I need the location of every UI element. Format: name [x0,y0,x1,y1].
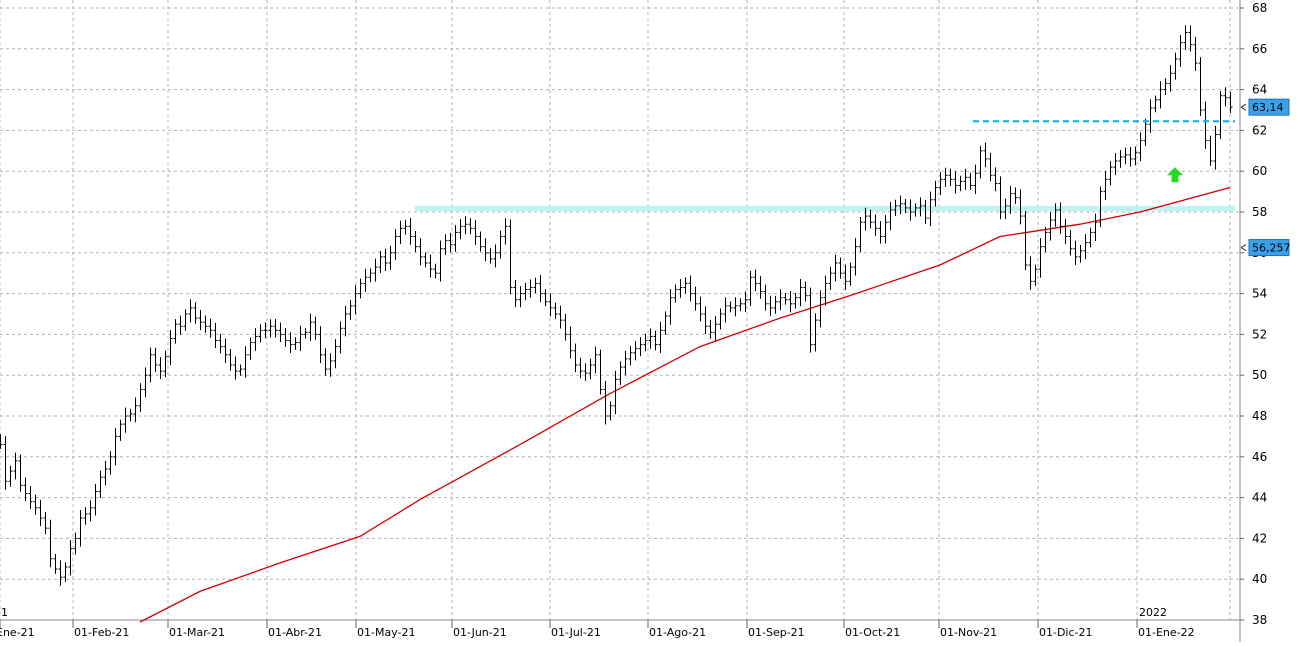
gridlines [0,0,1241,642]
x-tick-label: Ene-21 [0,626,35,639]
y-tick-label: 66 [1252,42,1267,56]
y-tick-label: 64 [1252,83,1267,97]
y-tick-label: 50 [1252,368,1267,382]
moving-average-label-box [1248,239,1290,257]
moving-average-group [139,186,1231,623]
x-tick-label: 01-Nov-21 [940,626,997,639]
x-tick-label: 01-Oct-21 [845,626,900,639]
left-marker-label: 1 [1,606,8,619]
y-tick-label: 46 [1252,450,1267,464]
x-tick-label: 01-Jun-21 [453,626,507,639]
x-tick-label: 01-Ene-22 [1138,626,1195,639]
y-tick-label: 48 [1252,409,1267,423]
x-tick-label: 01-Mar-21 [169,626,225,639]
y-tick-label: 52 [1252,327,1267,341]
y-tick-label: 38 [1252,613,1267,627]
y-tick-label: 54 [1252,287,1267,301]
y-tick-label: 62 [1252,123,1267,137]
y-tick-label: 60 [1252,164,1267,178]
x-tick-label: 01-Feb-21 [74,626,129,639]
y-tick-label: 42 [1252,531,1267,545]
last-price-label-pointer [1240,103,1247,111]
last-price-label-box [1248,98,1290,116]
y-tick-label: 40 [1252,572,1267,586]
support-band-rect [415,205,1235,211]
x-tick-label: 01-May-21 [357,626,415,639]
green-arrow-icon [1167,167,1183,183]
moving-average-label: 56,257 [1252,242,1291,255]
x-axis: Ene-21 01-Feb-21 01-Mar-21 01-Abr-21 01-May-… [0,606,1195,639]
price-bars [0,25,1233,586]
last-price-label: 63,14 [1252,101,1284,114]
y-tick-label: 44 [1252,491,1267,505]
x-tick-label: 01-Ago-21 [649,626,706,639]
x-tick-label: 01-Dic-21 [1039,626,1093,639]
arrow-group [1167,167,1183,183]
value-labels: 63,14 56,257 [1240,98,1291,257]
x-tick-label: 01-Jul-21 [551,626,601,639]
x-tick-label: 01-Abr-21 [268,626,322,639]
year-marker-label: 2022 [1139,606,1167,619]
y-tick-label: 68 [1252,1,1267,15]
support-band [415,205,1235,211]
moving-average-label-pointer [1240,244,1247,251]
moving-average-line [139,186,1231,623]
x-tick-label: 01-Sep-21 [748,626,805,639]
y-tick-label: 58 [1252,205,1267,219]
